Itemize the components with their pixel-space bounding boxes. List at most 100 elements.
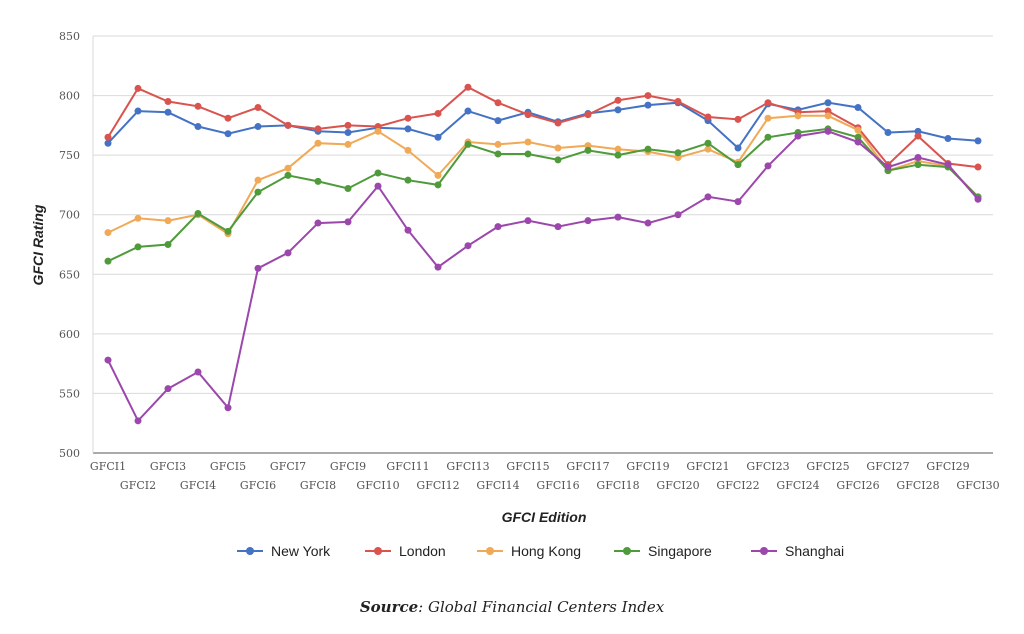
data-point [134, 417, 142, 425]
legend-label: New York [271, 543, 331, 559]
data-point [434, 263, 442, 271]
data-point [254, 123, 262, 131]
source-label: Source [359, 598, 419, 616]
data-point [404, 125, 412, 133]
data-point [494, 140, 502, 148]
data-point [524, 150, 532, 158]
data-point [344, 129, 352, 137]
y-axis-ticks: 500 550 600 650 700 750 800 850 [59, 30, 80, 460]
legend-label: Singapore [648, 543, 712, 559]
data-point [854, 103, 862, 111]
data-point [734, 144, 742, 152]
data-point [764, 162, 772, 170]
data-point [734, 115, 742, 123]
data-point [884, 129, 892, 137]
data-point [974, 195, 982, 203]
data-point [254, 103, 262, 111]
data-point [134, 243, 142, 251]
x-tick-label: GFCI2 [120, 479, 156, 492]
source-text: : Global Financial Centers Index [418, 598, 665, 616]
data-point [584, 146, 592, 154]
x-tick-label: GFCI14 [476, 479, 519, 492]
data-point [614, 151, 622, 159]
x-tick-label: GFCI3 [150, 460, 186, 473]
data-point [284, 164, 292, 172]
series-lines [104, 83, 982, 425]
legend-label: Shanghai [785, 543, 844, 559]
data-point [644, 219, 652, 227]
data-point [644, 101, 652, 109]
x-tick-label: GFCI30 [956, 479, 999, 492]
x-tick-label: GFCI1 [90, 460, 126, 473]
data-point [254, 264, 262, 272]
series-line-new-york [107, 101, 979, 150]
data-point [914, 161, 922, 169]
data-point [494, 223, 502, 231]
y-tick-label: 650 [59, 268, 80, 281]
x-tick-label: GFCI5 [210, 460, 246, 473]
data-point [794, 132, 802, 140]
data-point [554, 144, 562, 152]
x-axis-title: GFCI Edition [502, 509, 587, 525]
data-point [704, 193, 712, 201]
data-point [194, 102, 202, 110]
series-line-london [107, 85, 979, 169]
x-tick-label: GFCI6 [240, 479, 276, 492]
data-point [164, 217, 172, 225]
data-point [104, 133, 112, 141]
gridlines [92, 35, 993, 454]
data-point [164, 108, 172, 116]
data-point [674, 98, 682, 106]
data-point [104, 257, 112, 265]
data-point [464, 242, 472, 250]
data-point [284, 121, 292, 129]
data-point [584, 111, 592, 119]
data-point [104, 229, 112, 237]
data-point [554, 119, 562, 127]
data-point [764, 114, 772, 122]
data-point [914, 132, 922, 140]
data-point [704, 139, 712, 147]
series-london [104, 83, 982, 171]
data-point [314, 139, 322, 147]
data-point [344, 218, 352, 226]
data-point [404, 114, 412, 122]
legend-marker [374, 547, 382, 555]
data-point [344, 121, 352, 129]
data-point [404, 226, 412, 234]
data-point [524, 217, 532, 225]
data-point [494, 150, 502, 158]
x-tick-label: GFCI17 [566, 460, 609, 473]
x-tick-label: GFCI23 [746, 460, 789, 473]
y-tick-label: 500 [59, 447, 80, 460]
y-axis-title: GFCI Rating [30, 204, 46, 285]
data-point [374, 127, 382, 135]
x-tick-label: GFCI15 [506, 460, 549, 473]
data-point [164, 98, 172, 106]
data-point [224, 227, 232, 235]
legend-item-shanghai: Shanghai [751, 543, 844, 559]
data-point [194, 123, 202, 131]
data-point [434, 171, 442, 179]
data-point [824, 99, 832, 107]
x-tick-label: GFCI19 [626, 460, 669, 473]
x-tick-label: GFCI29 [926, 460, 969, 473]
legend-item-london: London [365, 543, 446, 559]
y-tick-label: 850 [59, 30, 80, 43]
series-line-singapore [107, 127, 979, 263]
data-point [314, 219, 322, 227]
data-point [734, 161, 742, 169]
data-point [614, 96, 622, 104]
series-singapore [104, 125, 982, 265]
data-point [974, 137, 982, 145]
y-tick-label: 700 [59, 209, 80, 222]
data-point [254, 188, 262, 196]
data-point [974, 163, 982, 171]
x-tick-label: GFCI25 [806, 460, 849, 473]
y-tick-label: 550 [59, 387, 80, 400]
legend-label: London [399, 543, 446, 559]
data-point [224, 404, 232, 412]
x-tick-label: GFCI21 [686, 460, 729, 473]
